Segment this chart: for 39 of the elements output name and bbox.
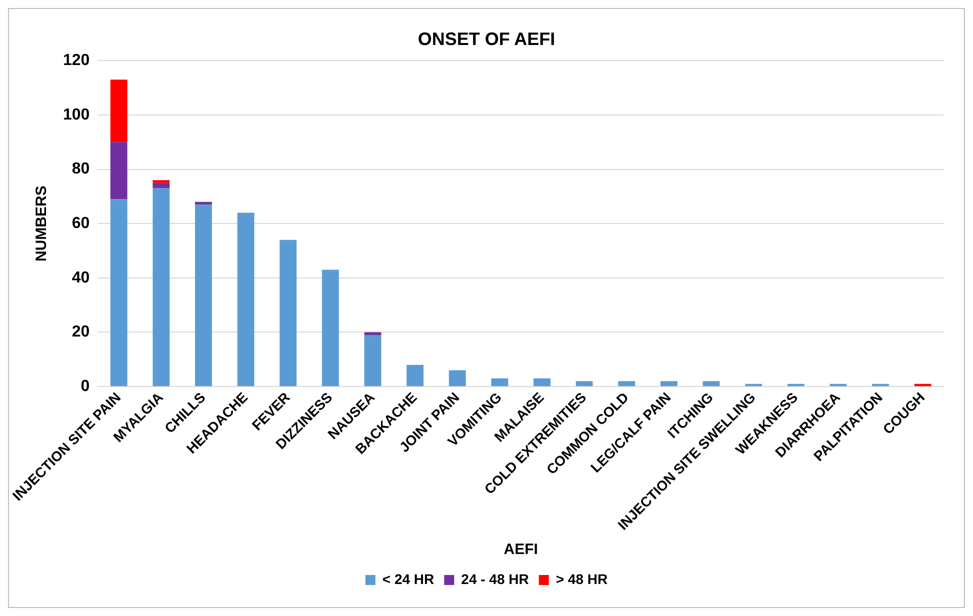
bar bbox=[448, 370, 466, 386]
bar bbox=[660, 381, 678, 386]
x-axis-title: AEFI bbox=[504, 541, 538, 558]
y-axis-title: NUMBERS bbox=[33, 186, 50, 262]
bar bbox=[702, 381, 720, 386]
bar bbox=[618, 381, 636, 386]
bar bbox=[364, 332, 382, 335]
bar bbox=[280, 240, 297, 386]
bar bbox=[195, 202, 212, 205]
y-tick-label: 120 bbox=[62, 52, 90, 70]
bar bbox=[576, 381, 593, 386]
bar bbox=[914, 384, 932, 386]
bar bbox=[491, 378, 508, 386]
chart-title: ONSET OF AEFI bbox=[418, 28, 556, 49]
bar bbox=[787, 384, 804, 386]
bar bbox=[152, 180, 170, 183]
legend-label: > 48 HR bbox=[556, 570, 608, 587]
legend-label: < 24 HR bbox=[382, 570, 434, 587]
bar bbox=[110, 80, 128, 142]
y-tick-label: 60 bbox=[72, 214, 90, 232]
bar bbox=[110, 199, 128, 386]
bar bbox=[152, 182, 170, 188]
y-tick-label: 80 bbox=[72, 160, 90, 178]
y-tick-label: 40 bbox=[72, 269, 90, 286]
bar bbox=[152, 188, 170, 386]
bar bbox=[745, 384, 762, 386]
bar bbox=[830, 384, 847, 386]
y-tick-label: 0 bbox=[80, 378, 90, 395]
bar bbox=[406, 364, 424, 386]
bar bbox=[237, 212, 254, 386]
bar bbox=[195, 204, 212, 386]
bar bbox=[534, 378, 550, 386]
bar bbox=[110, 142, 128, 200]
legend-label: 24 - 48 HR bbox=[461, 570, 529, 587]
y-tick-label: 20 bbox=[72, 324, 90, 341]
bar bbox=[872, 384, 889, 386]
bar bbox=[322, 270, 339, 386]
bar bbox=[364, 334, 382, 386]
y-tick-label: 100 bbox=[62, 106, 90, 124]
